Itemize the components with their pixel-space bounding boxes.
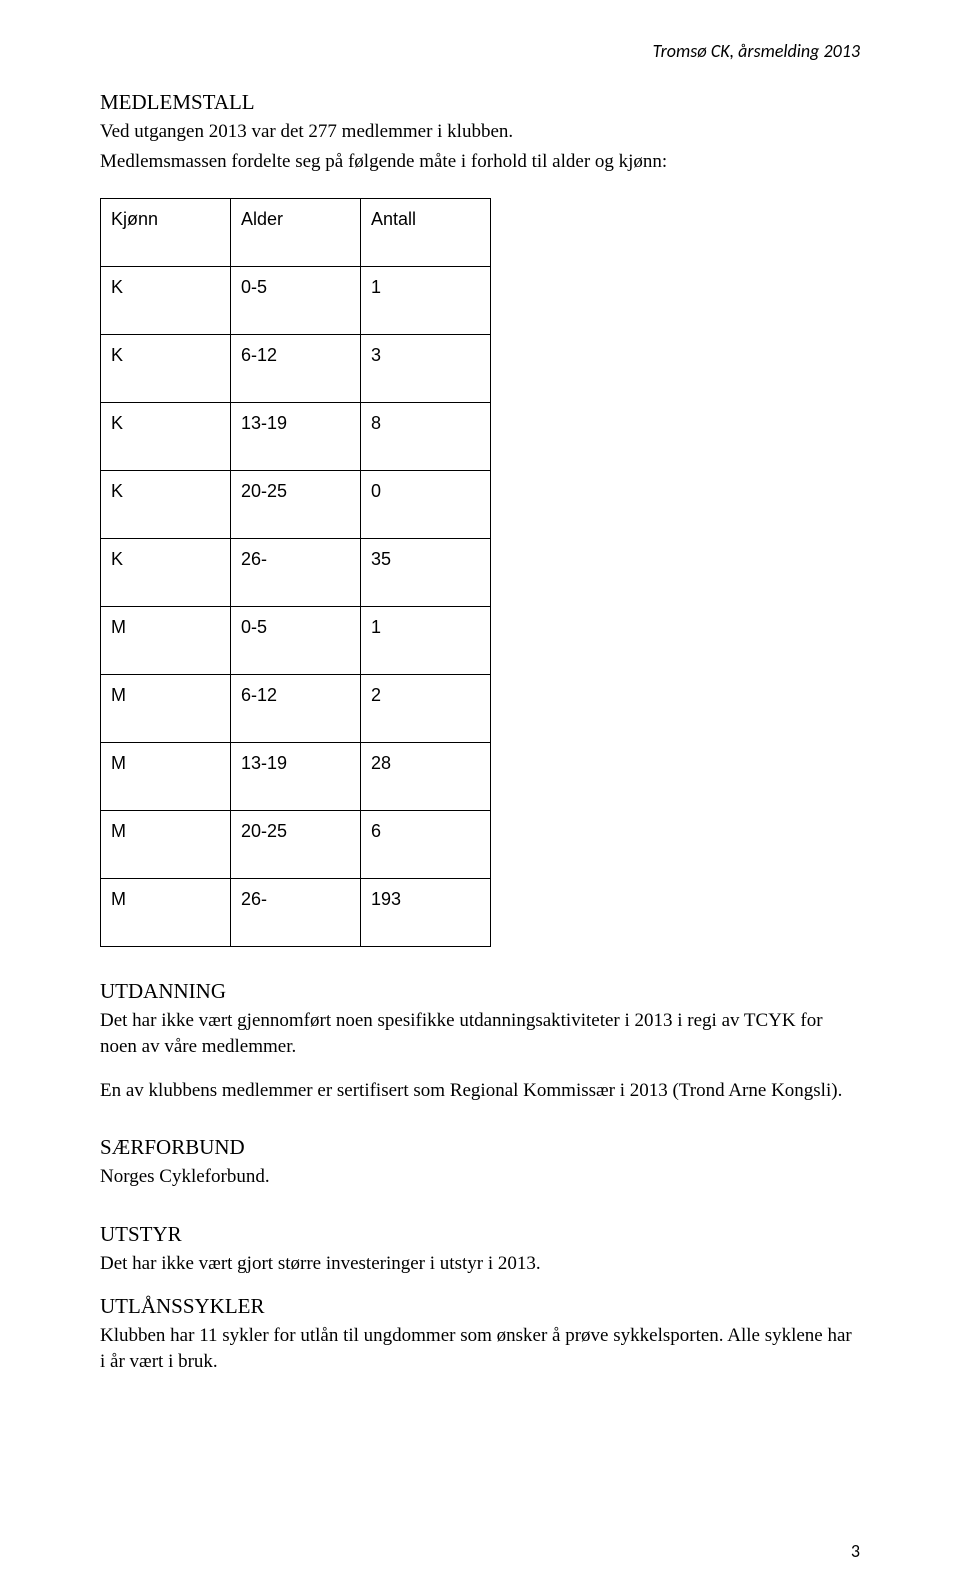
table-row: K 13-19 8: [101, 403, 491, 471]
cell-antall: 28: [361, 743, 491, 811]
table-header-row: Kjønn Alder Antall: [101, 199, 491, 267]
cell-antall: 35: [361, 539, 491, 607]
cell-antall: 2: [361, 675, 491, 743]
cell-alder: 0-5: [231, 267, 361, 335]
cell-alder: 20-25: [231, 471, 361, 539]
cell-alder: 13-19: [231, 743, 361, 811]
cell-alder: 26-: [231, 879, 361, 947]
cell-kjonn: K: [101, 267, 231, 335]
cell-kjonn: K: [101, 539, 231, 607]
medlemstall-title: MEDLEMSTALL: [100, 90, 860, 115]
cell-kjonn: M: [101, 879, 231, 947]
section-saerforbund: SÆRFORBUND Norges Cykleforbund.: [100, 1135, 860, 1190]
page-number: 3: [851, 1540, 860, 1562]
cell-kjonn: K: [101, 471, 231, 539]
cell-alder: 0-5: [231, 607, 361, 675]
cell-antall: 1: [361, 267, 491, 335]
cell-antall: 8: [361, 403, 491, 471]
cell-antall: 193: [361, 879, 491, 947]
section-medlemstall: MEDLEMSTALL Ved utgangen 2013 var det 27…: [100, 90, 860, 947]
utstyr-title: UTSTYR: [100, 1222, 860, 1247]
cell-kjonn: M: [101, 743, 231, 811]
cell-alder: 6-12: [231, 675, 361, 743]
saerforbund-title: SÆRFORBUND: [100, 1135, 860, 1160]
cell-kjonn: M: [101, 811, 231, 879]
table-row: K 20-25 0: [101, 471, 491, 539]
col-header-antall: Antall: [361, 199, 491, 267]
cell-alder: 26-: [231, 539, 361, 607]
cell-kjonn: K: [101, 403, 231, 471]
utlan-p1: Klubben har 11 sykler for utlån til ungd…: [100, 1323, 860, 1374]
col-header-kjonn: Kjønn: [101, 199, 231, 267]
table-row: M 20-25 6: [101, 811, 491, 879]
cell-kjonn: M: [101, 675, 231, 743]
medlemstall-intro-1: Ved utgangen 2013 var det 277 medlemmer …: [100, 119, 860, 145]
medlemstall-intro-2: Medlemsmassen fordelte seg på følgende m…: [100, 149, 860, 175]
table-row: M 6-12 2: [101, 675, 491, 743]
col-header-alder: Alder: [231, 199, 361, 267]
utdanning-title: UTDANNING: [100, 979, 860, 1004]
cell-antall: 1: [361, 607, 491, 675]
utlan-title: UTLÅNSSYKLER: [100, 1294, 860, 1319]
member-table: Kjønn Alder Antall K 0-5 1 K 6-12 3 K 13…: [100, 198, 491, 947]
table-body: K 0-5 1 K 6-12 3 K 13-19 8 K 20-25 0 K 2: [101, 267, 491, 947]
table-row: M 26- 193: [101, 879, 491, 947]
utdanning-p1: Det har ikke vært gjennomført noen spesi…: [100, 1008, 860, 1059]
cell-kjonn: K: [101, 335, 231, 403]
cell-antall: 0: [361, 471, 491, 539]
utstyr-p1: Det har ikke vært gjort større investeri…: [100, 1251, 860, 1277]
section-utlan: UTLÅNSSYKLER Klubben har 11 sykler for u…: [100, 1294, 860, 1374]
table-row: M 13-19 28: [101, 743, 491, 811]
table-row: M 0-5 1: [101, 607, 491, 675]
page-header-right: Tromsø CK, årsmelding 2013: [100, 40, 860, 62]
cell-alder: 13-19: [231, 403, 361, 471]
cell-antall: 6: [361, 811, 491, 879]
cell-alder: 20-25: [231, 811, 361, 879]
table-row: K 0-5 1: [101, 267, 491, 335]
table-row: K 26- 35: [101, 539, 491, 607]
cell-antall: 3: [361, 335, 491, 403]
table-row: K 6-12 3: [101, 335, 491, 403]
cell-kjonn: M: [101, 607, 231, 675]
utdanning-p2: En av klubbens medlemmer er sertifisert …: [100, 1078, 860, 1104]
section-utdanning: UTDANNING Det har ikke vært gjennomført …: [100, 979, 860, 1103]
cell-alder: 6-12: [231, 335, 361, 403]
saerforbund-p1: Norges Cykleforbund.: [100, 1164, 860, 1190]
section-utstyr: UTSTYR Det har ikke vært gjort større in…: [100, 1222, 860, 1277]
